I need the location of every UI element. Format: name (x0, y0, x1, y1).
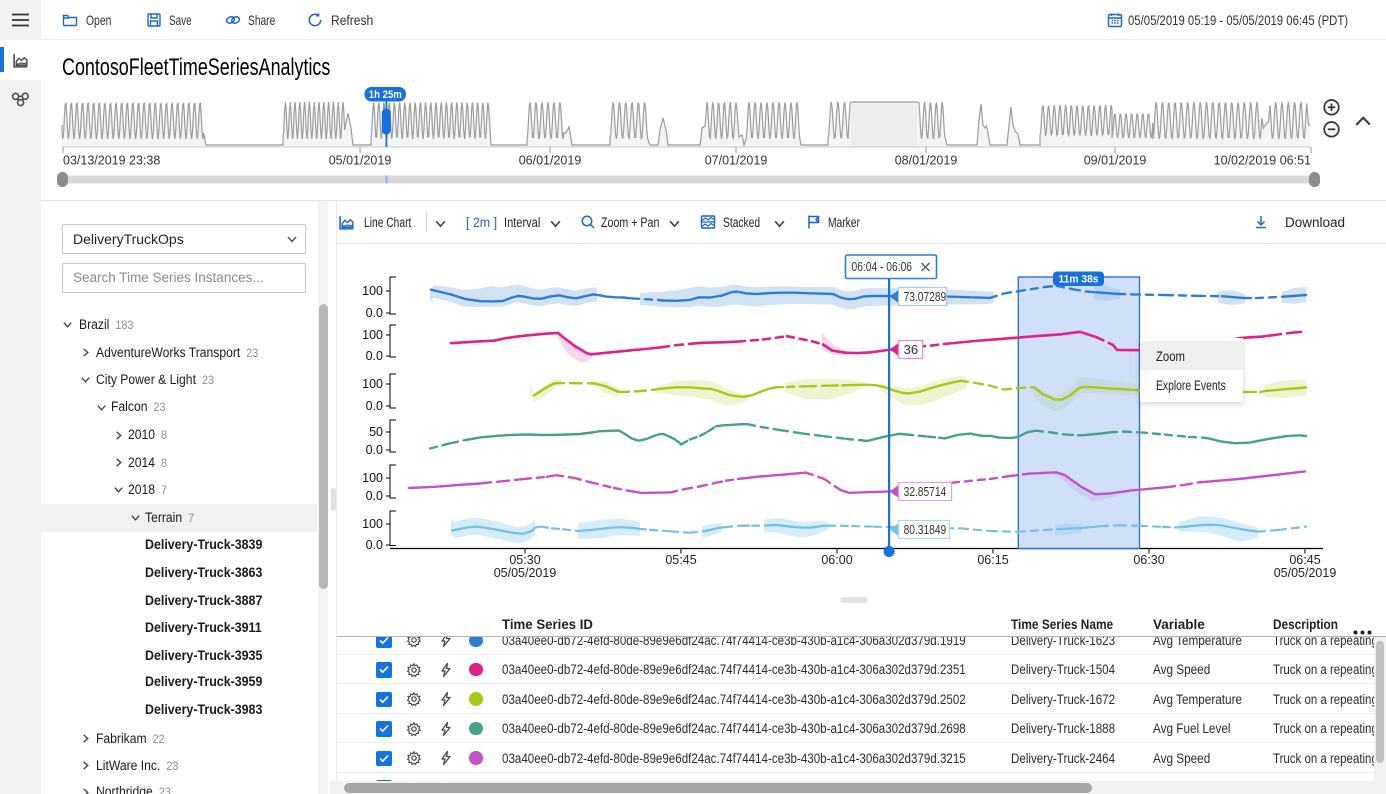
svg-text:0.0: 0.0 (366, 489, 383, 503)
svg-text:05:45: 05:45 (665, 553, 696, 567)
svg-text:36: 36 (904, 342, 918, 357)
svg-text:08/01/2019: 08/01/2019 (895, 154, 958, 168)
svg-text:06:04 - 06:06: 06:04 - 06:06 (852, 259, 913, 274)
svg-text:100: 100 (362, 328, 383, 342)
svg-text:07/01/2019: 07/01/2019 (705, 154, 768, 168)
svg-text:06:30: 06:30 (1133, 553, 1164, 567)
svg-text:06:00: 06:00 (821, 553, 852, 567)
svg-text:06:15: 06:15 (977, 553, 1008, 567)
svg-text:100: 100 (362, 471, 383, 485)
svg-text:80.31849: 80.31849 (904, 522, 947, 537)
svg-text:0.0: 0.0 (366, 443, 383, 457)
svg-text:0.0: 0.0 (366, 349, 383, 363)
svg-text:05/05/2019: 05/05/2019 (1274, 566, 1337, 580)
svg-text:06:45: 06:45 (1289, 553, 1320, 567)
svg-text:50: 50 (369, 425, 383, 439)
svg-text:32.85714: 32.85714 (904, 484, 947, 499)
svg-text:05/01/2019: 05/01/2019 (329, 154, 392, 168)
svg-text:100: 100 (362, 517, 383, 531)
svg-text:1h 25m: 1h 25m (369, 89, 402, 101)
svg-text:0.0: 0.0 (366, 306, 383, 320)
svg-text:0.0: 0.0 (366, 538, 383, 552)
svg-text:09/01/2019: 09/01/2019 (1084, 154, 1147, 168)
svg-text:03/13/2019 23:38: 03/13/2019 23:38 (63, 154, 160, 168)
svg-text:05/05/2019: 05/05/2019 (494, 566, 557, 580)
svg-text:05:30: 05:30 (509, 553, 540, 567)
svg-text:06/01/2019: 06/01/2019 (519, 154, 582, 168)
svg-text:11m 38s: 11m 38s (1059, 274, 1099, 286)
svg-text:10/02/2019 06:51: 10/02/2019 06:51 (1214, 154, 1311, 168)
svg-text:0.0: 0.0 (366, 399, 383, 413)
svg-text:100: 100 (362, 377, 383, 391)
svg-text:73.07289: 73.07289 (904, 289, 947, 304)
svg-text:100: 100 (362, 284, 383, 298)
